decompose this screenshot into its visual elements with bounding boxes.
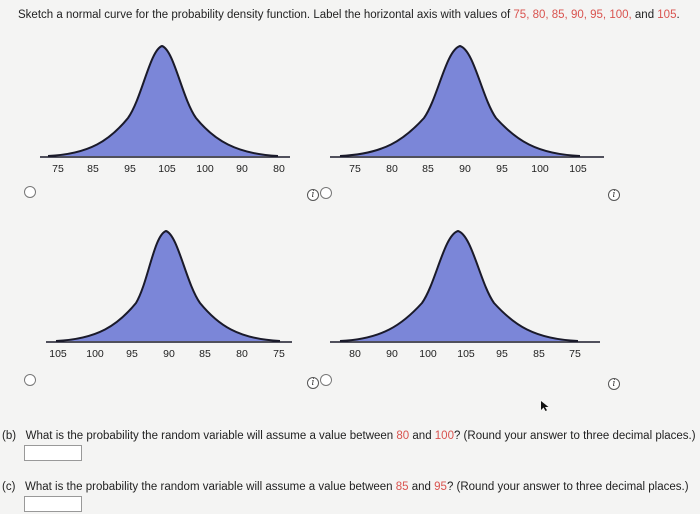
normal-curve-option-4: 80 90 100 105 95 85 75 (330, 225, 630, 385)
tick-label: 100 (419, 348, 437, 360)
tick-label: 90 (459, 163, 471, 175)
tick-label: 95 (126, 348, 138, 360)
tick-label: 85 (422, 163, 434, 175)
tick-label: 90 (386, 348, 398, 360)
tick-label: 80 (236, 348, 248, 360)
tick-label: 75 (569, 348, 581, 360)
tick-label: 105 (457, 348, 475, 360)
tick-label: 85 (199, 348, 211, 360)
tick-label: 105 (49, 348, 67, 360)
curve-line (47, 44, 279, 157)
tick-label: 85 (533, 348, 545, 360)
mouse-cursor-icon (541, 401, 549, 411)
tick-label: 90 (236, 163, 248, 175)
tick-label: 95 (496, 163, 508, 175)
tick-label: 105 (569, 163, 587, 175)
question-b: (b) What is the probability the random v… (2, 430, 696, 442)
option-2-radio[interactable] (320, 187, 332, 199)
tick-label: 95 (124, 163, 136, 175)
tick-label: 100 (86, 348, 104, 360)
option-1-radio[interactable] (24, 186, 36, 198)
option-3-radio[interactable] (24, 374, 36, 386)
info-icon[interactable]: i (608, 378, 620, 390)
tick-label: 100 (531, 163, 549, 175)
curve-line (55, 229, 281, 342)
tick-label: 90 (163, 348, 175, 360)
curve-area (340, 46, 580, 156)
curve-graphic (46, 229, 292, 343)
info-icon[interactable]: i (307, 189, 319, 201)
curve-graphic (330, 229, 600, 343)
info-icon[interactable]: i (307, 377, 319, 389)
tick-label: 105 (158, 163, 176, 175)
tick-label: 85 (87, 163, 99, 175)
curve-area (340, 231, 578, 341)
answer-b-input[interactable] (24, 445, 82, 461)
answer-c-input[interactable] (24, 496, 82, 512)
option-4-radio[interactable] (320, 374, 332, 386)
curve-graphic (40, 44, 290, 158)
tick-label: 75 (52, 163, 64, 175)
tick-label: 75 (349, 163, 361, 175)
tick-label: 80 (349, 348, 361, 360)
tick-label: 80 (273, 163, 285, 175)
curve-line (339, 229, 579, 342)
tick-label: 75 (273, 348, 285, 360)
curve-area (48, 46, 278, 156)
normal-curve-option-3: 105 100 95 90 85 80 75 (40, 225, 340, 385)
question-c: (c) What is the probability the random v… (2, 481, 689, 493)
curve-graphic (330, 44, 604, 158)
tick-label: 95 (496, 348, 508, 360)
normal-curve-option-1: 75 85 95 105 100 90 80 (40, 40, 340, 200)
curve-line (339, 44, 581, 157)
instruction-text: Sketch a normal curve for the probabilit… (18, 9, 680, 21)
tick-label: 100 (196, 163, 214, 175)
info-icon[interactable]: i (608, 189, 620, 201)
curve-area (56, 231, 280, 341)
normal-curve-option-2: 75 80 85 90 95 100 105 (330, 40, 630, 200)
tick-label: 80 (386, 163, 398, 175)
